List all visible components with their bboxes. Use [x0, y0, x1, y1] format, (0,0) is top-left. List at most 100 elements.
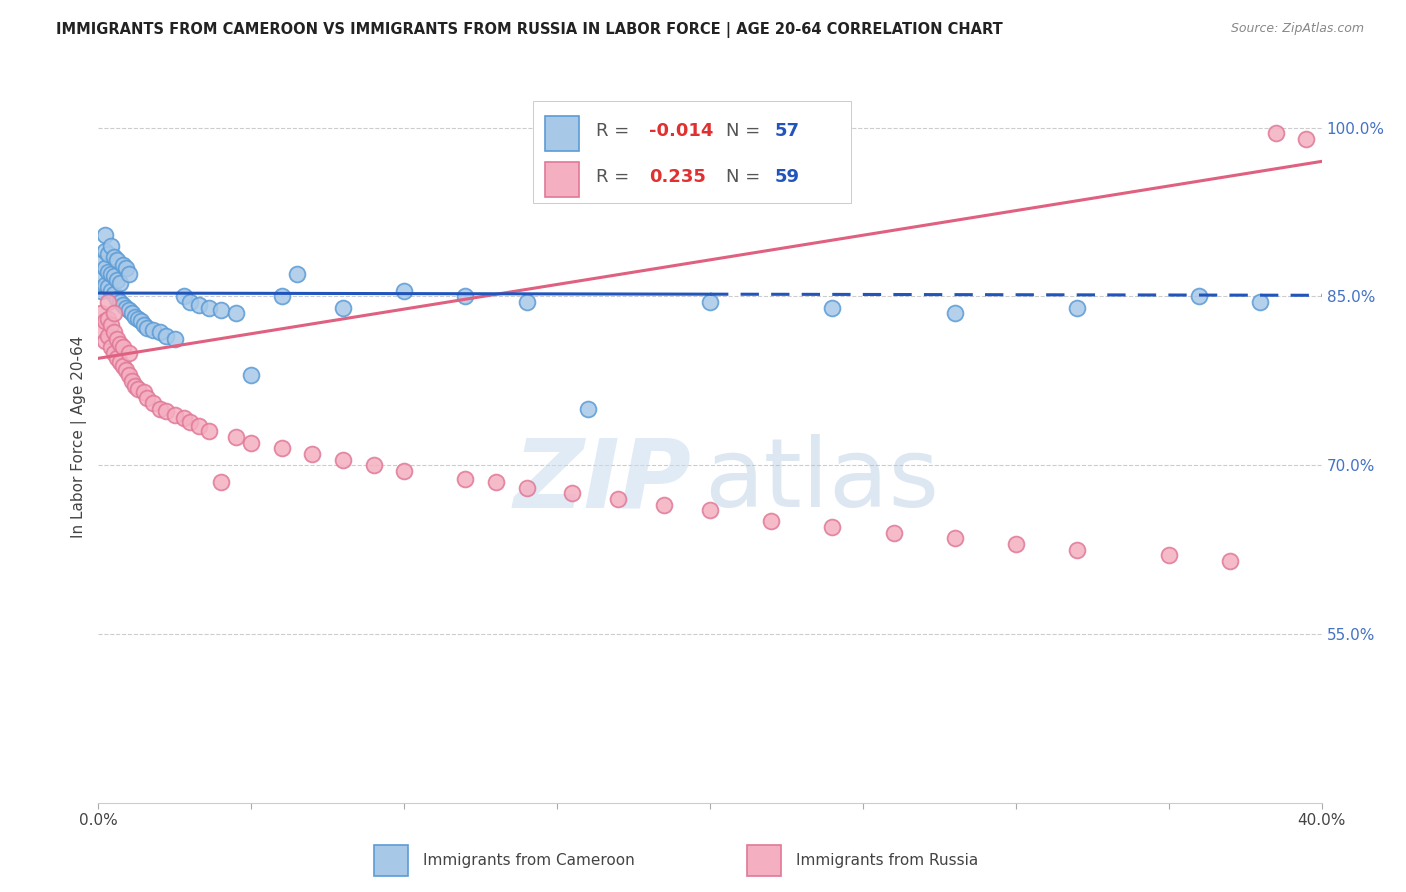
- Point: [115, 301, 138, 315]
- Point: [270, 289, 292, 303]
- Point: [93, 261, 115, 276]
- Point: [943, 306, 966, 320]
- Point: [103, 345, 125, 359]
- Point: [124, 379, 146, 393]
- Point: [142, 396, 165, 410]
- Point: [127, 382, 149, 396]
- Point: [179, 416, 201, 430]
- Point: [301, 447, 323, 461]
- Point: [134, 318, 156, 332]
- Point: [118, 368, 141, 383]
- Point: [516, 481, 538, 495]
- Point: [108, 295, 131, 310]
- Point: [115, 362, 138, 376]
- Point: [97, 265, 120, 279]
- Point: [108, 354, 131, 368]
- Point: [197, 301, 219, 315]
- Point: [127, 312, 149, 326]
- Point: [100, 340, 122, 354]
- Text: IMMIGRANTS FROM CAMEROON VS IMMIGRANTS FROM RUSSIA IN LABOR FORCE | AGE 20-64 CO: IMMIGRANTS FROM CAMEROON VS IMMIGRANTS F…: [56, 22, 1002, 38]
- FancyBboxPatch shape: [374, 846, 408, 876]
- Point: [209, 302, 232, 317]
- Point: [1295, 132, 1317, 146]
- Point: [105, 272, 128, 286]
- Point: [392, 464, 416, 478]
- Point: [111, 258, 134, 272]
- Point: [883, 525, 905, 540]
- Point: [652, 498, 675, 512]
- Point: [454, 289, 477, 303]
- Text: N =: N =: [725, 122, 766, 140]
- Point: [111, 359, 134, 374]
- Text: Immigrants from Cameroon: Immigrants from Cameroon: [423, 853, 634, 868]
- Point: [100, 239, 122, 253]
- Point: [111, 298, 134, 312]
- Point: [103, 306, 125, 320]
- Point: [97, 280, 120, 294]
- Point: [118, 345, 141, 359]
- Point: [93, 314, 115, 328]
- Point: [1219, 554, 1241, 568]
- Point: [136, 321, 159, 335]
- Point: [97, 246, 120, 260]
- Text: atlas: atlas: [704, 434, 939, 527]
- Point: [103, 250, 125, 264]
- Point: [607, 491, 630, 506]
- Point: [821, 520, 844, 534]
- Point: [1188, 289, 1211, 303]
- Point: [188, 418, 211, 433]
- Point: [100, 267, 122, 281]
- Point: [118, 267, 141, 281]
- Text: Source: ZipAtlas.com: Source: ZipAtlas.com: [1230, 22, 1364, 36]
- Point: [103, 326, 125, 340]
- Point: [97, 328, 120, 343]
- Point: [1264, 126, 1286, 140]
- Text: R =: R =: [596, 122, 636, 140]
- Point: [93, 278, 115, 293]
- Point: [115, 261, 138, 276]
- Point: [173, 289, 195, 303]
- Point: [121, 374, 143, 388]
- Point: [90, 267, 112, 281]
- Point: [270, 442, 292, 456]
- Point: [1066, 542, 1088, 557]
- Point: [118, 302, 141, 317]
- Point: [332, 452, 354, 467]
- Point: [285, 267, 308, 281]
- FancyBboxPatch shape: [546, 116, 579, 151]
- Point: [225, 430, 247, 444]
- Point: [240, 368, 263, 383]
- Point: [363, 458, 385, 473]
- Point: [93, 334, 115, 349]
- Point: [1004, 537, 1026, 551]
- Point: [97, 295, 120, 310]
- Point: [561, 486, 583, 500]
- Point: [173, 411, 195, 425]
- Point: [179, 295, 201, 310]
- Point: [1249, 295, 1271, 310]
- Point: [90, 323, 112, 337]
- Point: [188, 298, 211, 312]
- Point: [124, 310, 146, 324]
- Point: [149, 326, 172, 340]
- Point: [108, 336, 131, 351]
- Point: [943, 532, 966, 546]
- Text: R =: R =: [596, 169, 636, 186]
- Point: [105, 253, 128, 268]
- Text: ZIP: ZIP: [513, 434, 692, 527]
- FancyBboxPatch shape: [546, 162, 579, 197]
- Point: [149, 401, 172, 416]
- Point: [392, 284, 416, 298]
- Text: 59: 59: [775, 169, 800, 186]
- Point: [97, 312, 120, 326]
- Point: [454, 472, 477, 486]
- Point: [121, 306, 143, 320]
- Point: [103, 269, 125, 284]
- Point: [699, 295, 721, 310]
- Point: [111, 340, 134, 354]
- Text: -0.014: -0.014: [648, 122, 713, 140]
- Point: [100, 284, 122, 298]
- FancyBboxPatch shape: [533, 101, 851, 203]
- Point: [516, 295, 538, 310]
- Point: [105, 332, 128, 346]
